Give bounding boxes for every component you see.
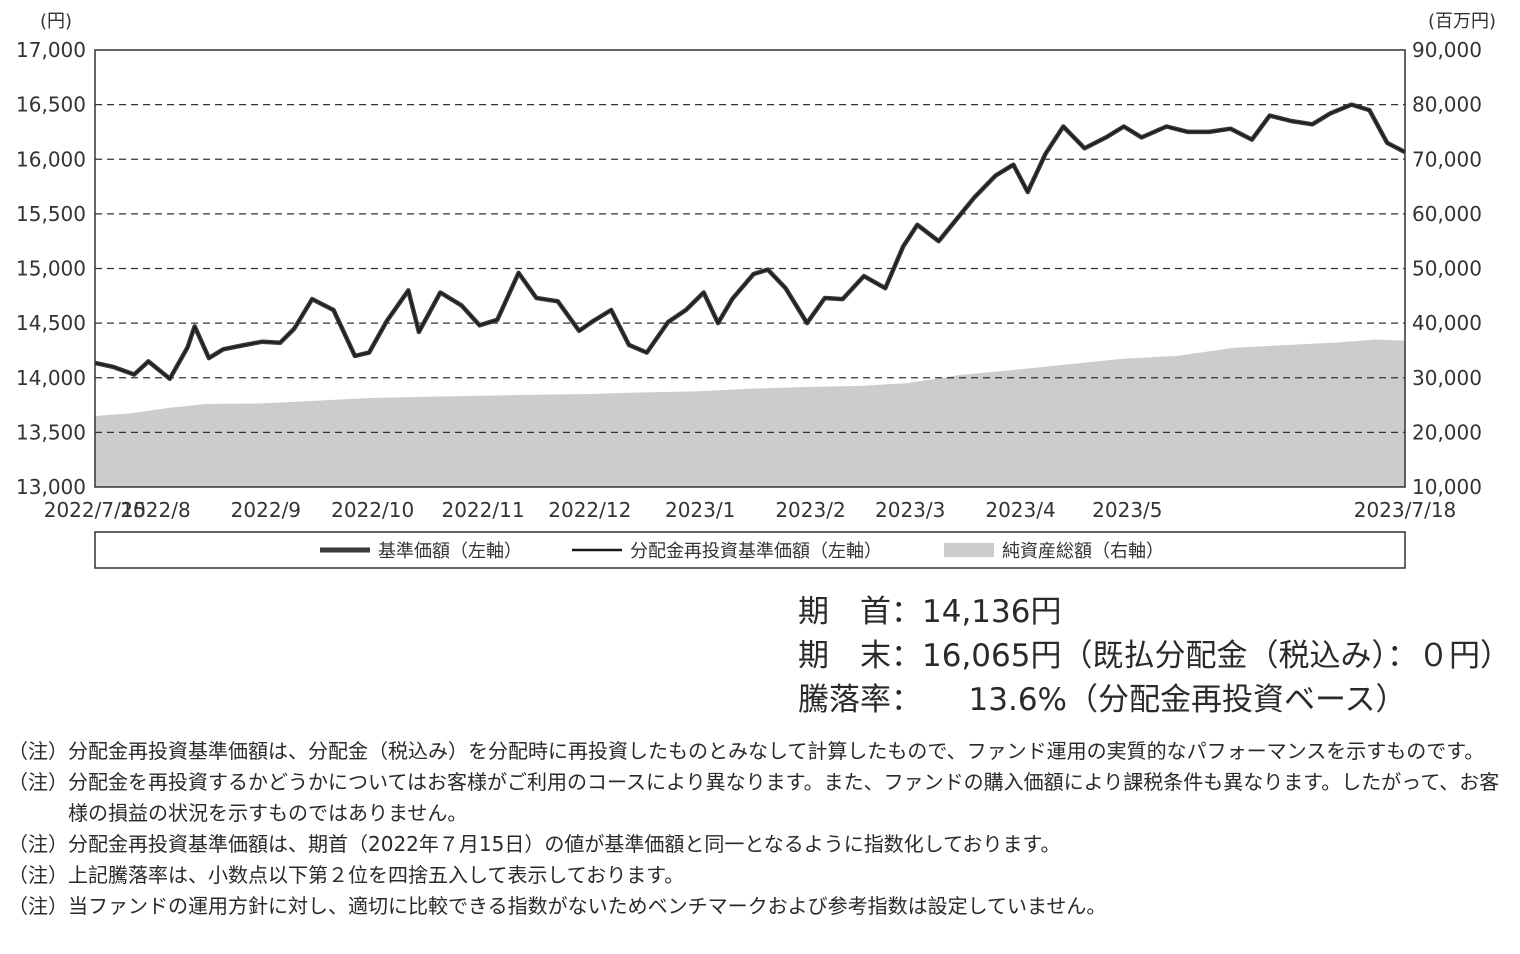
- nav-line: [94, 102, 1407, 382]
- x-tick-label: 2023/5: [1092, 498, 1162, 522]
- left-tick-label: 15,000: [16, 257, 86, 281]
- net-assets-area: [95, 339, 1405, 487]
- right-tick-label: 50,000: [1412, 257, 1482, 281]
- net-assets-area-layer: [95, 339, 1405, 487]
- note-text: 上記騰落率は、小数点以下第２位を四捨五入して表示しております。: [68, 863, 685, 887]
- note-item: （注） 上記騰落率は、小数点以下第２位を四捨五入して表示しております。: [8, 860, 1514, 891]
- summary-rate-note: （分配金再投資ベース）: [1067, 682, 1407, 718]
- x-tick-label: 2023/3: [875, 498, 945, 522]
- note-text: 分配金を再投資するかどうかについてはお客様がご利用のコースにより異なります。また…: [68, 770, 1500, 825]
- left-tick-label: 16,500: [16, 93, 86, 117]
- legend: 基準価額（左軸） 分配金再投資基準価額（左軸） 純資産総額（右軸）: [94, 531, 1406, 569]
- left-axis-unit: (円): [40, 11, 72, 32]
- x-tick-label: 2022/10: [331, 498, 414, 522]
- x-tick-label: 2022/9: [231, 498, 301, 522]
- left-tick-label: 13,500: [16, 420, 86, 444]
- right-tick-label: 10,000: [1412, 475, 1482, 499]
- left-tick-label: 14,500: [16, 311, 86, 335]
- note-item: （注） 分配金再投資基準価額は、分配金（税込み）を分配時に再投資したものとみなして…: [8, 736, 1514, 767]
- summary-rate-row: 騰落率： 13.6%（分配金再投資ベース）: [798, 678, 1511, 722]
- x-tick-label: 2023/7/18: [1354, 498, 1457, 522]
- left-tick-label: 13,000: [16, 475, 86, 499]
- right-tick-label: 80,000: [1412, 93, 1482, 117]
- x-tick-label: 2022/8: [120, 498, 190, 522]
- right-tick-label: 90,000: [1412, 38, 1482, 62]
- note-item: （注） 分配金再投資基準価額は、期首（2022年７月15日）の値が基準価額と同一と…: [8, 829, 1514, 860]
- summary-end-value: 16,065円: [922, 638, 1062, 674]
- summary-end-label: 期 末：: [798, 638, 922, 674]
- summary-rate-value: 13.6%: [968, 682, 1067, 718]
- note-mark: （注）: [8, 863, 68, 887]
- note-text: 分配金再投資基準価額は、分配金（税込み）を分配時に再投資したものとみなして計算し…: [68, 739, 1485, 763]
- chart-svg: 13,000 13,500 14,000 14,500 15,000 15,500 16,0…: [16, 11, 1496, 569]
- gridlines: [95, 104, 1405, 433]
- nav-line-layer: [94, 102, 1407, 382]
- x-tick-label: 2022/7/15: [44, 498, 147, 522]
- note-item: （注） 当ファンドの運用方針に対し、適切に比較できる指数がないためベンチマークおよ…: [8, 891, 1514, 922]
- legend-label-net-assets: 純資産総額（右軸）: [1002, 541, 1164, 562]
- x-tick-label: 2023/1: [665, 498, 735, 522]
- notes: （注） 分配金再投資基準価額は、分配金（税込み）を分配時に再投資したものとみなして…: [8, 736, 1514, 922]
- reinvested-nav-line: [94, 103, 1406, 380]
- left-tick-label: 14,000: [16, 366, 86, 390]
- x-tick-label: 2022/11: [441, 498, 524, 522]
- note-mark: （注）: [8, 894, 68, 918]
- summary-start-row: 期 首：14,136円: [798, 590, 1511, 634]
- left-tick-label: 17,000: [16, 38, 86, 62]
- right-tick-label: 70,000: [1412, 147, 1482, 171]
- note-text: 当ファンドの運用方針に対し、適切に比較できる指数がないためベンチマークおよび参考…: [68, 894, 1107, 918]
- note-mark: （注）: [8, 832, 68, 856]
- summary-end-note: （既払分配金（税込み）：０円）: [1061, 638, 1511, 674]
- right-tick-label: 20,000: [1412, 420, 1482, 444]
- note-mark: （注）: [8, 770, 68, 794]
- legend-frame: [94, 531, 1406, 569]
- left-tick-label: 15,500: [16, 202, 86, 226]
- summary-end-row: 期 末：16,065円（既払分配金（税込み）：０円）: [798, 634, 1511, 678]
- x-tick-label: 2023/4: [985, 498, 1055, 522]
- x-tick-label: 2022/12: [548, 498, 631, 522]
- note-item: （注） 分配金を再投資するかどうかについてはお客様がご利用のコースにより異なります…: [8, 767, 1514, 829]
- right-tick-label: 40,000: [1412, 311, 1482, 335]
- plot-frame: [94, 49, 1406, 488]
- summary-start-label: 期 首：: [798, 594, 922, 630]
- note-text: 分配金再投資基準価額は、期首（2022年７月15日）の値が基準価額と同一となるよ…: [68, 832, 1061, 856]
- legend-swatch-net-assets: [944, 543, 994, 557]
- x-tick-label: 2023/2: [775, 498, 845, 522]
- summary-start-value: 14,136円: [922, 594, 1062, 630]
- summary-rate-label: 騰落率：: [798, 682, 922, 718]
- right-tick-label: 30,000: [1412, 366, 1482, 390]
- left-axis-ticks: 13,000 13,500 14,000 14,500 15,000 15,500 16,0…: [16, 38, 86, 499]
- right-tick-label: 60,000: [1412, 202, 1482, 226]
- right-axis-unit: (百万円): [1428, 11, 1496, 32]
- note-mark: （注）: [8, 739, 68, 763]
- performance-summary: 期 首：14,136円 期 末：16,065円（既払分配金（税込み）：０円） 騰…: [798, 590, 1511, 722]
- legend-label-reinvested-nav: 分配金再投資基準価額（左軸）: [630, 541, 882, 562]
- legend-label-nav: 基準価額（左軸）: [378, 541, 522, 562]
- left-tick-label: 16,000: [16, 147, 86, 171]
- right-axis-ticks: 10,000 20,000 30,000 40,000 50,000 60,000 70,0…: [1412, 38, 1482, 499]
